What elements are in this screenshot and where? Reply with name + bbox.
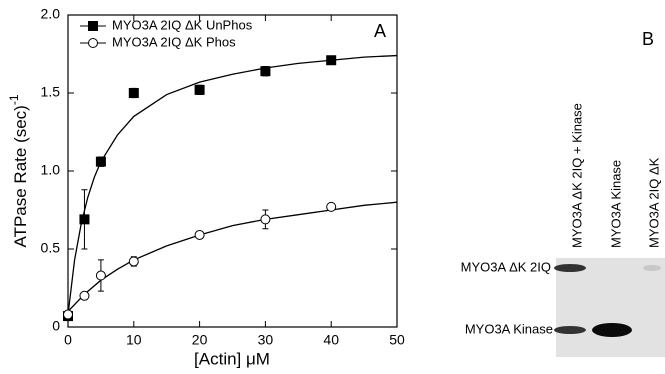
data-point bbox=[96, 271, 105, 280]
fit-curve bbox=[68, 202, 397, 311]
legend-marker bbox=[89, 39, 98, 48]
legend-label: MYO3A 2IQ ΔK Phos bbox=[112, 34, 236, 49]
y-tick-label: 1.5 bbox=[41, 84, 61, 100]
data-point bbox=[129, 257, 138, 266]
band bbox=[554, 326, 586, 334]
y-axis-label: ATPase Rate (sec)-1 bbox=[7, 94, 30, 247]
legend-marker bbox=[88, 21, 98, 31]
x-axis-label: [Actin] μM bbox=[194, 349, 270, 368]
x-tick-label: 0 bbox=[64, 332, 72, 348]
x-tick-label: 20 bbox=[192, 332, 208, 348]
panel-label: A bbox=[374, 21, 386, 41]
blot-membrane bbox=[556, 258, 665, 357]
panel-label: B bbox=[642, 29, 654, 49]
blot-row-label: MYO3A Kinase bbox=[465, 321, 553, 336]
y-axis-label-main: ATPase Rate (sec) bbox=[11, 105, 30, 247]
figure: A [Actin] μM ATPase Rate (sec)-1 B MYO3A… bbox=[0, 0, 665, 374]
blot-lane-label: MYO3A 2IQ ΔK bbox=[646, 157, 661, 248]
data-point bbox=[327, 202, 336, 211]
page: A [Actin] μM ATPase Rate (sec)-1 B MYO3A… bbox=[0, 0, 665, 374]
band bbox=[643, 265, 661, 271]
y-axis-label-sup: -1 bbox=[7, 94, 21, 105]
data-point bbox=[96, 157, 106, 167]
data-point bbox=[195, 230, 204, 239]
plot-frame bbox=[68, 15, 397, 327]
data-point bbox=[260, 66, 270, 76]
y-tick-label: 2.0 bbox=[41, 6, 61, 22]
data-point bbox=[195, 85, 205, 95]
y-tick-label: 1.0 bbox=[41, 162, 61, 178]
x-tick-label: 50 bbox=[389, 332, 405, 348]
data-point bbox=[129, 88, 139, 98]
legend-label: MYO3A 2IQ ΔK UnPhos bbox=[112, 17, 253, 32]
blot-lane-label: MYO3A ΔK 2IQ + Kinase bbox=[569, 103, 584, 248]
data-point bbox=[79, 214, 89, 224]
x-tick-label: 30 bbox=[258, 332, 274, 348]
fit-curve bbox=[68, 56, 397, 315]
y-tick-label: 0 bbox=[52, 318, 60, 334]
band bbox=[554, 264, 586, 272]
data-point bbox=[326, 55, 336, 65]
band bbox=[592, 323, 632, 337]
data-point bbox=[64, 310, 73, 319]
blot-lane-label: MYO3A Kinase bbox=[608, 160, 623, 248]
data-point bbox=[261, 215, 270, 224]
data-point bbox=[80, 291, 89, 300]
blot-row-label: MYO3A ΔK 2IQ bbox=[461, 259, 551, 274]
x-tick-label: 40 bbox=[323, 332, 339, 348]
y-tick-label: 0.5 bbox=[41, 240, 61, 256]
x-tick-label: 10 bbox=[126, 332, 142, 348]
